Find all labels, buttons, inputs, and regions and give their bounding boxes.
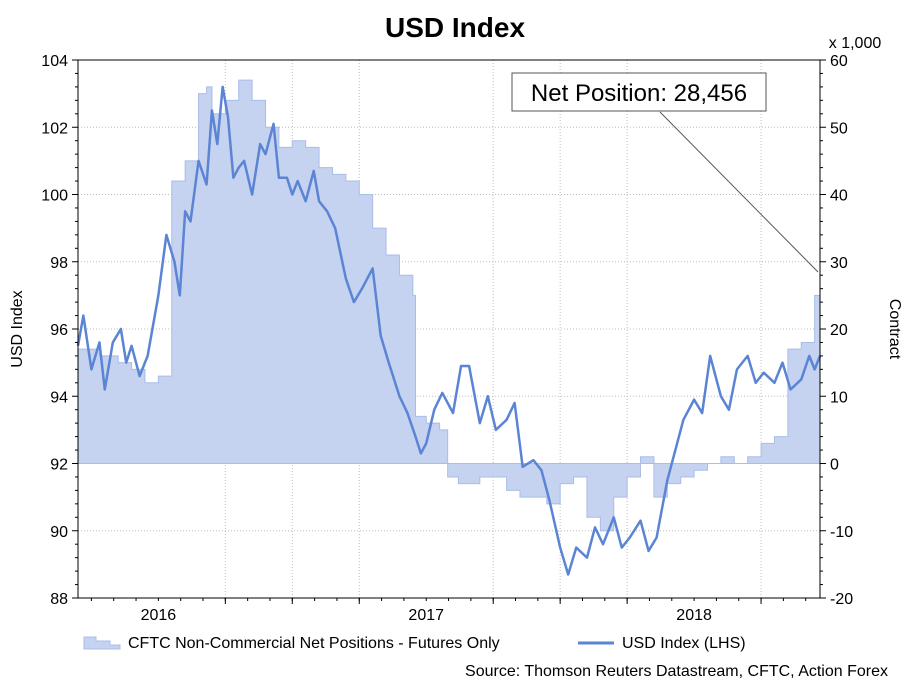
right-tick-label: 50 bbox=[830, 120, 848, 137]
left-tick-label: 98 bbox=[50, 255, 68, 272]
annotation-text: Net Position: 28,456 bbox=[531, 80, 747, 107]
usd-index-line-layer bbox=[76, 85, 822, 576]
left-tick-label: 104 bbox=[41, 53, 68, 70]
left-tick-label: 96 bbox=[50, 322, 68, 339]
left-tick-label: 92 bbox=[50, 457, 68, 474]
annotation-leader-line bbox=[659, 111, 819, 273]
x-tick-label: 2016 bbox=[141, 607, 177, 624]
right-tick-label: 10 bbox=[830, 389, 848, 406]
left-tick-label: 90 bbox=[50, 524, 68, 541]
legend: CFTC Non-Commercial Net Positions - Futu… bbox=[83, 635, 746, 652]
x-tick-label: 2018 bbox=[676, 607, 712, 624]
usd-index-line bbox=[76, 85, 822, 576]
right-tick-label: -20 bbox=[830, 591, 853, 608]
left-tick-label: 88 bbox=[50, 591, 68, 608]
source-note: Source: Thomson Reuters Datastream, CFTC… bbox=[465, 663, 888, 680]
x-tick-label: 2017 bbox=[408, 607, 444, 624]
axis-ticks: 88 90 92 94 96 98 100 102 104 -20 -10 0 10 20 30 40 50 60… bbox=[41, 53, 853, 624]
right-tick-label: 60 bbox=[830, 53, 848, 70]
annotation-box bbox=[511, 72, 767, 112]
legend-label-usd-index: USD Index (LHS) bbox=[622, 635, 746, 652]
legend-swatch-net-positions bbox=[83, 636, 121, 650]
right-tick-label: 20 bbox=[830, 322, 848, 339]
right-tick-label: 40 bbox=[830, 188, 848, 205]
left-tick-label: 102 bbox=[41, 120, 68, 137]
right-tick-label: 30 bbox=[830, 255, 848, 272]
net-position-area bbox=[77, 79, 821, 532]
right-axis-label: Contract bbox=[886, 299, 903, 360]
right-axis-unit: x 1,000 bbox=[829, 35, 882, 52]
legend-label-net-positions: CFTC Non-Commercial Net Positions - Futu… bbox=[128, 635, 500, 652]
chart-title: USD Index bbox=[385, 12, 525, 43]
left-axis-label: USD Index bbox=[9, 290, 26, 367]
right-tick-label: -10 bbox=[830, 524, 853, 541]
left-tick-label: 94 bbox=[50, 389, 68, 406]
right-tick-label: 0 bbox=[830, 457, 839, 474]
left-tick-label: 100 bbox=[41, 188, 68, 205]
net-position-annotation: Net Position: 28,456 bbox=[511, 72, 819, 273]
net-position-area-layer bbox=[77, 79, 821, 532]
